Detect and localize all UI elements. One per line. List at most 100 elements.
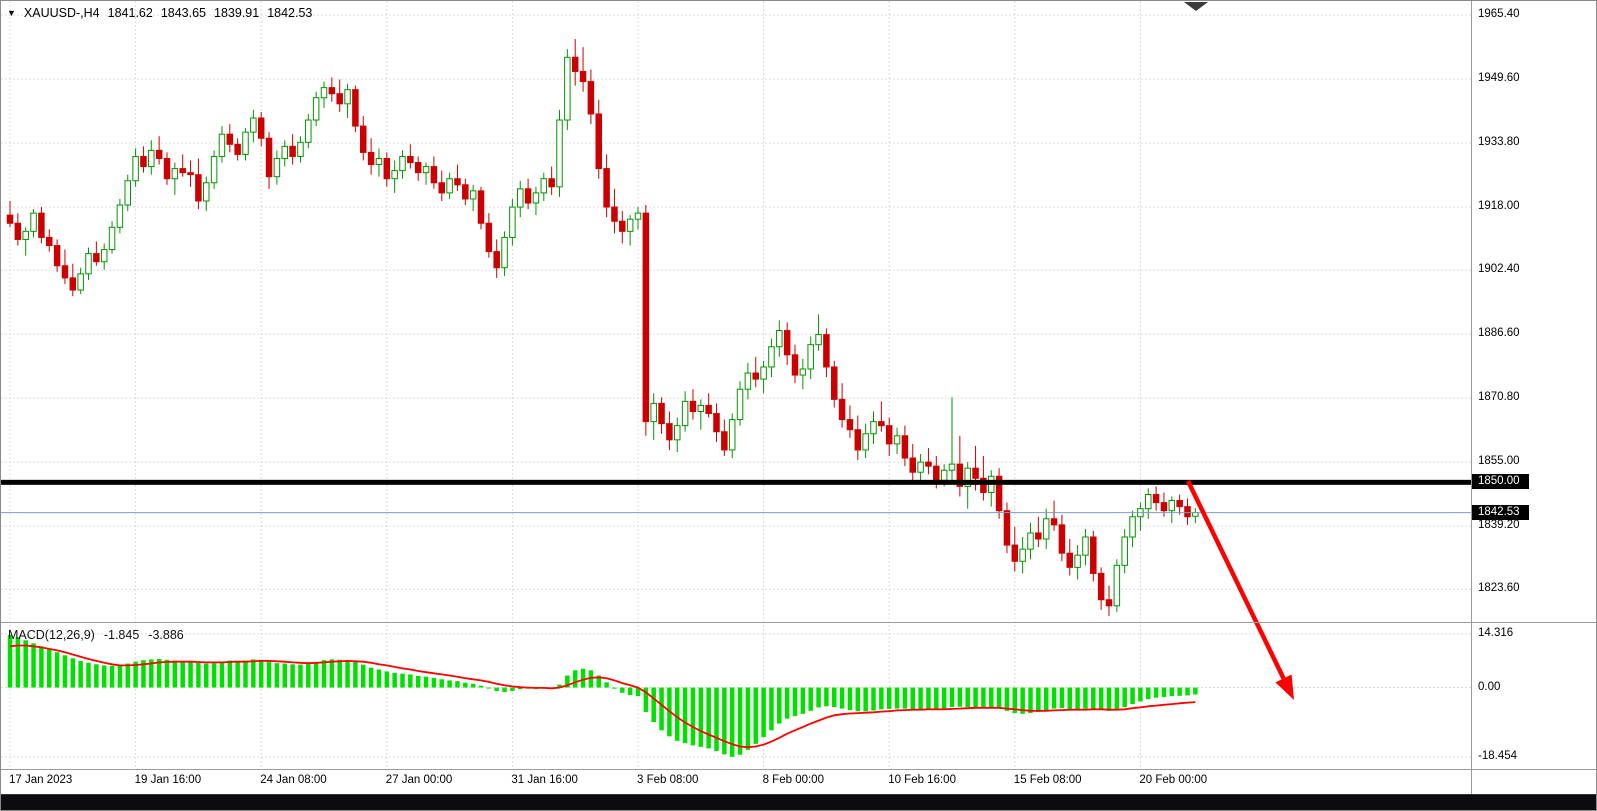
bear-candle (838, 398, 846, 421)
bull-candle (242, 131, 249, 155)
macd-histogram-bar (777, 687, 782, 724)
bear-candle (909, 457, 916, 473)
bear-candle (1003, 510, 1011, 546)
bear-candle (666, 423, 673, 441)
bull-candle (799, 368, 807, 376)
time-axis[interactable]: 17 Jan 2023 19 Jan 16:00 24 Jan 08:00 27 Ja… (1, 770, 1471, 794)
bear-candle (336, 93, 343, 105)
macd-histogram-bar (156, 659, 162, 688)
macd-histogram-bar (180, 661, 185, 688)
symbol-timeframe-label: XAUUSD-,H4 (23, 6, 100, 20)
bull-candle (1192, 512, 1199, 517)
macd-histogram-bar (470, 683, 476, 688)
bear-candle (619, 220, 626, 232)
price-axis[interactable]: 1850.00 1842.53 1965.40 1949.60 1933.80 191… (1472, 1, 1596, 794)
macd-histogram-bar (722, 687, 727, 755)
bull-candle (116, 204, 124, 228)
bull-candle (391, 170, 398, 180)
macd-histogram-bar (172, 660, 178, 688)
macd-histogram-bar (251, 659, 256, 688)
bear-candle (1011, 544, 1019, 562)
macd-histogram-bar (486, 687, 492, 689)
bear-candle (689, 400, 697, 412)
bull-candle (697, 404, 705, 412)
macd-histogram-bar (1012, 687, 1018, 714)
horizontal-line-object[interactable] (1, 479, 1471, 485)
arrow-object-head[interactable] (1275, 674, 1294, 700)
bull-candle (626, 218, 634, 232)
bull-candle (768, 346, 775, 368)
macd-histogram-bar (643, 687, 649, 712)
macd-histogram-bar (392, 672, 397, 688)
bear-candle (195, 174, 202, 202)
bull-candle (148, 149, 155, 168)
bear-candle (1035, 532, 1042, 540)
bear-candle (69, 277, 77, 291)
bull-candle (815, 334, 822, 346)
bear-candle (485, 222, 493, 253)
macd-histogram-bar (965, 687, 970, 708)
bear-candle (658, 402, 665, 425)
bear-candle (548, 178, 555, 188)
bull-candle (807, 344, 814, 370)
bull-candle (100, 249, 108, 263)
bear-candle (155, 149, 163, 159)
time-axis-label: 3 Feb 08:00 (637, 774, 699, 786)
bull-candle (1074, 554, 1081, 568)
bear-candle (1090, 536, 1097, 574)
macd-signal-line (9, 644, 1196, 749)
bear-candle (878, 421, 885, 427)
macd-histogram-bar (714, 687, 719, 751)
bear-candle (595, 113, 602, 170)
bull-candle (108, 226, 116, 251)
macd-histogram-bar (808, 687, 813, 711)
macd-histogram-bar (698, 687, 704, 747)
arrow-object-line[interactable] (1185, 480, 1286, 680)
bull-candle (320, 87, 328, 99)
macd-histogram-bar (1051, 687, 1057, 709)
bear-candle (1184, 506, 1191, 518)
macd-histogram-bar (957, 687, 963, 707)
macd-histogram-bar (518, 687, 523, 690)
macd-histogram-bar (800, 687, 806, 714)
price-axis-label: 1902.40 (1478, 263, 1520, 276)
macd-histogram-bar (659, 687, 664, 731)
bull-candle (1019, 548, 1026, 562)
bull-candle (1145, 493, 1152, 510)
bear-candle (93, 253, 100, 263)
bull-candle (132, 155, 139, 182)
macd-histogram-bar (1169, 687, 1175, 697)
price-axis-label: 1839.20 (1478, 519, 1520, 532)
macd-histogram-bar (816, 687, 821, 708)
bear-candle (179, 168, 186, 174)
data-window-toggle-icon[interactable]: ▼ (7, 7, 16, 18)
bull-candle (556, 119, 563, 188)
macd-histogram-bar (70, 658, 76, 688)
macd-histogram-bar (502, 687, 507, 693)
macd-histogram-bar (1114, 687, 1120, 710)
macd-histogram-bar (1153, 687, 1159, 698)
bear-candle (791, 354, 799, 376)
bull-candle (893, 435, 901, 445)
price-axis-label: 1823.60 (1478, 582, 1520, 595)
bull-candle (312, 97, 320, 121)
macd-histogram-bar (565, 675, 570, 688)
macd-histogram-bar (39, 646, 44, 688)
macd-histogram-bar (996, 687, 1002, 709)
bear-candle (289, 145, 296, 157)
macd-histogram-bar (117, 665, 123, 688)
bear-candle (454, 178, 461, 186)
low-value: 1839.91 (214, 6, 260, 20)
chart-shift-marker-icon[interactable] (1184, 2, 1208, 11)
bull-candle (375, 157, 383, 166)
time-axis-label: 8 Feb 00:00 (762, 774, 824, 786)
macd-histogram-bar (635, 687, 641, 697)
bear-candle (1050, 518, 1058, 526)
macd-histogram-bar (588, 670, 594, 688)
bull-candle (1082, 536, 1089, 556)
bear-candle (823, 334, 830, 368)
macd-histogram-bar (580, 668, 586, 688)
macd-histogram-bar (792, 687, 798, 717)
macd-histogram-bar (1185, 687, 1190, 696)
